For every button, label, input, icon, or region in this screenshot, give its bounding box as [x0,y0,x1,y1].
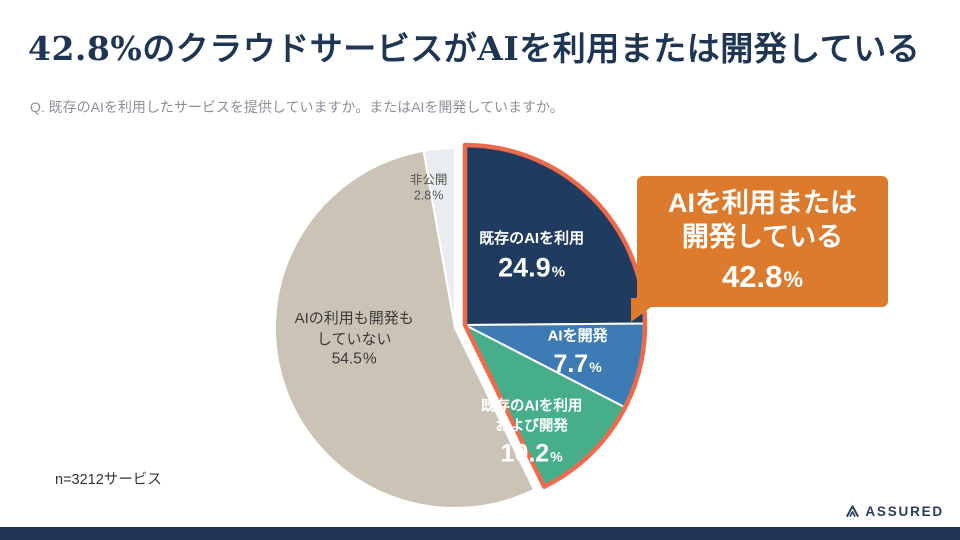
brand-logo: ASSURED [845,504,944,519]
survey-question: Q. 既存のAIを利用したサービスを提供していますか。またはAIを開発しています… [30,99,564,115]
footer-bar [0,527,960,540]
brand-name: ASSURED [865,504,944,519]
pie-label-0: 既存のAIを利用 24.9% [479,229,584,283]
pie-base-group [274,147,536,509]
callout-line-2: 開発している [681,222,844,253]
pie-segment-4 [422,147,456,329]
pie-label-2: 既存のAIを利用および開発 10.2% [481,396,583,467]
sample-size-note: n=3212サービス [55,472,162,488]
callout-percent-sign: % [783,267,803,293]
callout-value: 42.8 [722,259,783,295]
pie-segment-3 [274,149,536,509]
pie-label-3: AIの利用も開発もしていない 54.5% [295,310,414,367]
callout-value-row: 42.8 % [722,257,803,296]
pie-label-4: 非公開 2.8% [410,173,448,203]
pie-label-1: AIを開発 7.7% [548,327,609,378]
highlight-callout: AIを利用または 開発している 42.8 % [637,176,888,307]
callout-line-1: AIを利用または [668,188,857,219]
page-title: 42.8%のクラウドサービスがAIを利用または開発している [28,29,921,68]
assured-logo-icon [846,505,860,517]
